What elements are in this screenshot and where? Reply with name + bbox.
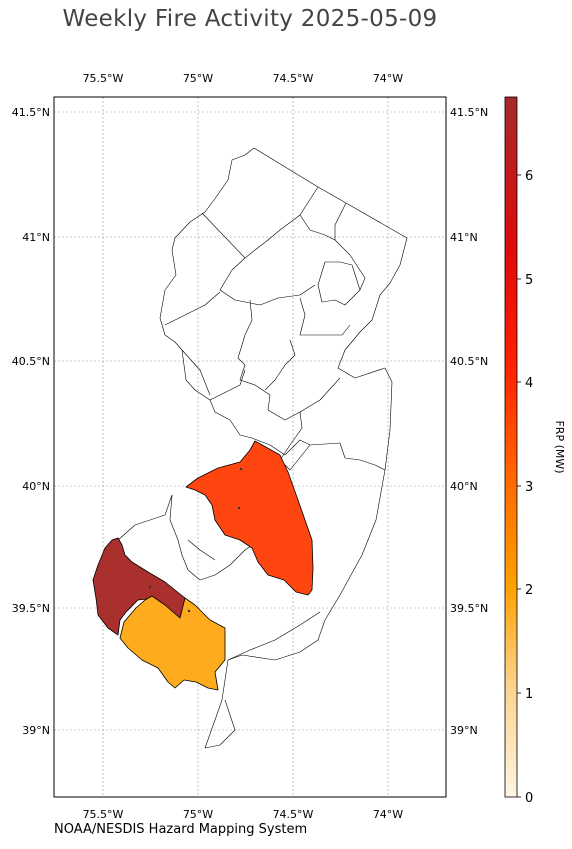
lat-tick: 40.5°N (12, 355, 50, 368)
lat-ticks-left: 41.5°N 41°N 40.5°N 40°N 39.5°N 39°N (12, 106, 50, 737)
county-outlines (117, 147, 408, 749)
lon-tick: 75.5°W (83, 72, 124, 85)
lat-ticks-right: 41.5°N 41°N 40.5°N 40°N 39.5°N 39°N (450, 106, 488, 737)
region-cumberland[interactable] (119, 595, 226, 691)
lon-tick: 74.5°W (273, 72, 314, 85)
colorbar-tick: 0 (525, 791, 533, 806)
fire-point (237, 506, 241, 510)
lat-tick: 41.5°N (450, 106, 488, 119)
colorbar-tick: 2 (525, 583, 533, 598)
lon-tick: 75°W (183, 808, 213, 821)
colorbar (504, 96, 518, 798)
fire-detections (148, 467, 243, 613)
lon-tick: 74.5°W (273, 808, 314, 821)
lat-tick: 39°N (22, 724, 50, 737)
lat-tick: 40°N (450, 480, 478, 493)
lat-tick: 41°N (450, 231, 478, 244)
lat-tick: 40°N (22, 480, 50, 493)
lat-tick: 39.5°N (12, 602, 50, 615)
credit-text: NOAA/NESDIS Hazard Mapping System (54, 822, 308, 837)
fire-regions (92, 440, 314, 691)
map-title: Weekly Fire Activity 2025-05-09 (62, 6, 438, 32)
lat-tick: 39°N (450, 724, 478, 737)
gridlines (54, 97, 446, 797)
colorbar-tick: 6 (525, 169, 533, 184)
lon-tick: 74°W (373, 808, 403, 821)
lon-tick: 75°W (183, 72, 213, 85)
lat-tick: 40.5°N (450, 355, 488, 368)
lon-tick: 74°W (373, 72, 403, 85)
lon-tick: 75.5°W (83, 808, 124, 821)
colorbar-tick-labels: 0 1 2 3 4 5 6 (525, 169, 533, 806)
region-salem[interactable] (92, 537, 186, 636)
lat-tick: 39.5°N (450, 602, 488, 615)
colorbar-tick: 5 (525, 273, 533, 288)
colorbar-tick: 1 (525, 687, 533, 702)
fire-point (239, 467, 243, 471)
lat-tick: 41°N (22, 231, 50, 244)
region-camden-burlington[interactable] (185, 440, 314, 596)
colorbar-tick: 3 (525, 480, 533, 495)
lon-ticks-bottom: 75.5°W 75°W 74.5°W 74°W (83, 808, 404, 821)
colorbar-tick: 4 (525, 376, 533, 391)
fire-point (187, 609, 191, 613)
lon-ticks-top: 75.5°W 75°W 74.5°W 74°W (83, 72, 404, 85)
lat-tick: 41.5°N (12, 106, 50, 119)
colorbar-ticks (517, 174, 521, 798)
colorbar-label: FRP (MW) (553, 420, 566, 473)
map-frame (53, 96, 447, 798)
fire-point (148, 585, 152, 589)
